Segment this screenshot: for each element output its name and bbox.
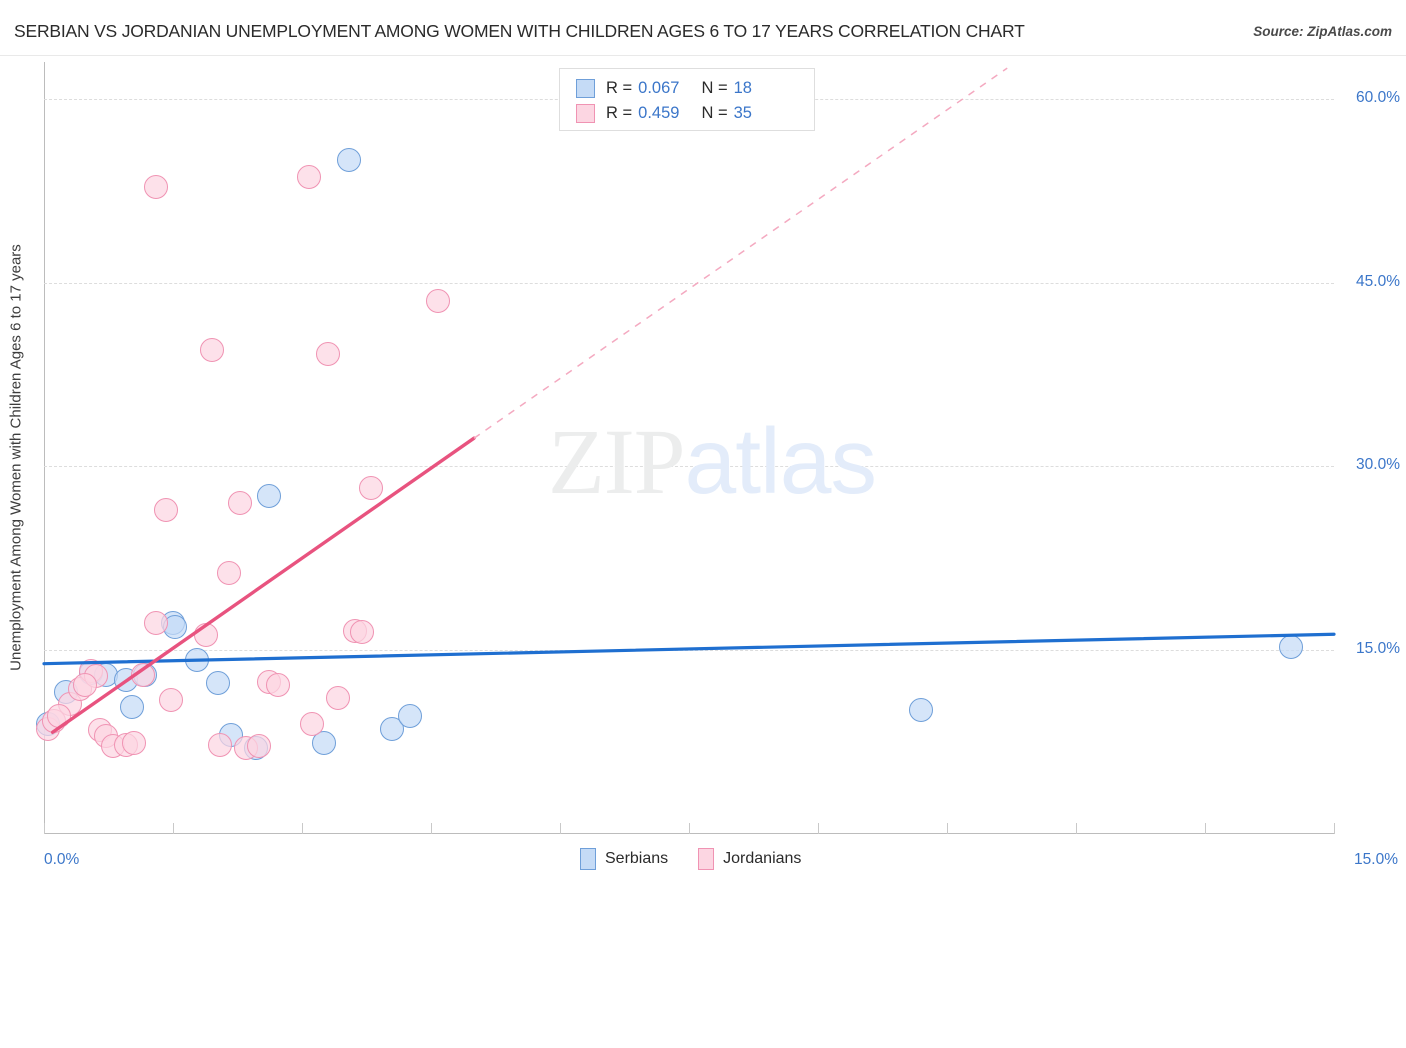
x-axis-tick: [1076, 823, 1077, 834]
x-axis-tick: [818, 823, 819, 834]
scatter-point-jord[interactable]: [73, 672, 98, 697]
scatter-point-jord[interactable]: [350, 619, 375, 644]
y-axis-tick-label: 15.0%: [1356, 640, 1400, 658]
legend-item-jordanians[interactable]: Jordanians: [698, 848, 801, 870]
scatter-point-serb[interactable]: [257, 483, 282, 508]
scatter-point-jord[interactable]: [159, 688, 184, 713]
x-axis-max-label: 15.0%: [1354, 851, 1398, 868]
jordanians-legend-label: Jordanians: [723, 850, 802, 867]
page-title: SERBIAN VS JORDANIAN UNEMPLOYMENT AMONG …: [14, 21, 1025, 41]
y-axis-tick-label: 60.0%: [1356, 88, 1400, 106]
n-value: 35: [733, 103, 752, 122]
r-value: 0.067: [638, 78, 680, 97]
scatter-point-jord[interactable]: [315, 341, 340, 366]
n-label: N =: [701, 103, 728, 122]
jordanians-swatch-icon: [576, 103, 595, 123]
x-axis-tick: [1334, 823, 1335, 834]
x-axis-tick: [689, 823, 690, 834]
scatter-point-jord[interactable]: [47, 704, 72, 729]
series-legend: Serbians Jordanians: [580, 848, 831, 870]
x-axis-tick: [1205, 823, 1206, 834]
serbians-legend-swatch-icon: [580, 848, 596, 870]
scatter-point-jord[interactable]: [199, 337, 224, 362]
x-axis-tick: [302, 823, 303, 834]
gridline: [44, 650, 1334, 652]
r-label: R =: [606, 103, 633, 122]
serbians-swatch-icon: [576, 78, 595, 98]
scatter-point-jord[interactable]: [143, 174, 168, 199]
source-label: Source: ZipAtlas.com: [1253, 24, 1392, 39]
scatter-point-jord[interactable]: [130, 662, 155, 687]
x-axis-tick: [431, 823, 432, 834]
r-value: 0.459: [638, 103, 680, 122]
scatter-point-jord[interactable]: [425, 288, 450, 313]
header-divider: [0, 55, 1406, 56]
scatter-point-jord[interactable]: [143, 611, 168, 636]
stats-row-jordanians: R = 0.459 N = 35: [576, 100, 752, 126]
gridline: [44, 466, 1334, 468]
scatter-point-jord[interactable]: [358, 476, 383, 501]
scatter-point-serb[interactable]: [1279, 634, 1303, 659]
y-axis-line: [44, 62, 45, 834]
scatter-point-serb[interactable]: [185, 647, 210, 672]
legend-item-serbians[interactable]: Serbians: [580, 848, 668, 870]
scatter-point-jord[interactable]: [216, 560, 241, 585]
x-axis-tick: [947, 823, 948, 834]
scatter-point-jord[interactable]: [154, 498, 179, 523]
scatter-point-jord[interactable]: [247, 733, 271, 758]
scatter-point-jord[interactable]: [296, 165, 321, 190]
y-axis-title: Unemployment Among Women with Children A…: [7, 244, 25, 671]
scatter-point-jord[interactable]: [122, 731, 147, 756]
n-label: N =: [701, 78, 728, 97]
stats-row-serbians: R = 0.067 N = 18: [576, 75, 752, 101]
scatter-point-serb[interactable]: [337, 148, 362, 173]
scatter-point-jord[interactable]: [326, 685, 351, 710]
correlation-stats-legend: R = 0.067 N = 18 R = 0.459 N = 35: [559, 68, 815, 131]
y-axis-tick-label: 45.0%: [1356, 272, 1400, 290]
serbians-legend-label: Serbians: [605, 850, 669, 867]
scatter-point-serb[interactable]: [397, 704, 422, 729]
scatter-point-jord[interactable]: [208, 732, 233, 757]
jordanians-legend-swatch-icon: [698, 848, 715, 870]
scatter-point-jord[interactable]: [300, 711, 325, 736]
plot-area: [36, 62, 1334, 834]
x-axis-tick: [173, 823, 174, 834]
x-axis-tick: [560, 823, 561, 834]
scatter-point-serb[interactable]: [909, 698, 934, 723]
scatter-point-serb[interactable]: [205, 671, 230, 696]
n-value: 18: [733, 78, 752, 97]
scatter-point-jord[interactable]: [193, 623, 218, 648]
chart-header: SERBIAN VS JORDANIAN UNEMPLOYMENT AMONG …: [0, 0, 1406, 56]
scatter-point-jord[interactable]: [265, 672, 290, 697]
scatter-point-serb[interactable]: [119, 694, 144, 719]
y-axis-tick-label: 30.0%: [1356, 456, 1400, 474]
gridline: [44, 282, 1334, 284]
r-label: R =: [606, 78, 633, 97]
scatter-point-serb[interactable]: [311, 731, 336, 756]
scatter-point-jord[interactable]: [228, 491, 253, 516]
x-axis-tick: [44, 823, 45, 834]
x-axis-min-label: 0.0%: [44, 851, 80, 868]
